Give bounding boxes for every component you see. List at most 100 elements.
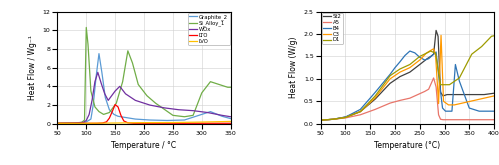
B4 bbox=[412, 52, 418, 54]
Si_Alloy_1 bbox=[72, 122, 78, 124]
Line: LTO: LTO bbox=[57, 105, 231, 123]
B4 bbox=[417, 56, 423, 58]
LTO bbox=[112, 104, 118, 106]
WOx bbox=[123, 93, 129, 95]
D1 bbox=[357, 111, 363, 113]
C3 bbox=[446, 104, 452, 106]
B4 bbox=[437, 82, 443, 84]
LVO bbox=[228, 120, 234, 122]
X-axis label: Temperature / °C: Temperature / °C bbox=[111, 141, 177, 150]
LVO bbox=[170, 122, 176, 124]
Si_Alloy_1 bbox=[79, 121, 85, 123]
C3 bbox=[436, 103, 442, 105]
A5 bbox=[417, 93, 423, 95]
C3 bbox=[461, 102, 467, 104]
C3 bbox=[431, 48, 437, 50]
Si_Alloy_1 bbox=[88, 90, 94, 92]
A5 bbox=[387, 102, 393, 104]
LTO bbox=[131, 122, 137, 124]
Graphite_2 bbox=[80, 122, 86, 124]
C3 bbox=[438, 34, 444, 36]
WOx bbox=[102, 93, 108, 95]
C3 bbox=[397, 71, 403, 73]
Si_Alloy_1 bbox=[101, 113, 107, 115]
C3 bbox=[417, 59, 423, 61]
Si_Alloy_1 bbox=[225, 86, 231, 88]
WOx bbox=[86, 113, 92, 115]
Si_Alloy_1 bbox=[120, 81, 126, 83]
St2 bbox=[452, 94, 458, 96]
St2 bbox=[357, 111, 363, 113]
LVO bbox=[199, 121, 205, 123]
B4 bbox=[397, 61, 403, 63]
B4 bbox=[443, 110, 449, 112]
WOx bbox=[98, 82, 104, 84]
B4 bbox=[318, 119, 324, 121]
B4 bbox=[426, 58, 432, 60]
St2 bbox=[417, 64, 423, 66]
Line: St2: St2 bbox=[321, 30, 494, 120]
C3 bbox=[372, 97, 378, 99]
St2 bbox=[433, 29, 439, 31]
C3 bbox=[330, 118, 336, 120]
LTO bbox=[75, 122, 81, 124]
Y-axis label: Heat Flow / Wg⁻¹: Heat Flow / Wg⁻¹ bbox=[28, 35, 37, 100]
B4 bbox=[422, 59, 428, 61]
St2 bbox=[330, 118, 336, 120]
Si_Alloy_1 bbox=[125, 50, 131, 52]
D1 bbox=[438, 84, 444, 86]
D1 bbox=[457, 77, 463, 79]
Si_Alloy_1 bbox=[208, 81, 214, 83]
B4 bbox=[466, 107, 472, 109]
LTO bbox=[94, 122, 100, 124]
Si_Alloy_1 bbox=[85, 43, 91, 45]
St2 bbox=[491, 92, 497, 94]
St2 bbox=[440, 95, 446, 97]
St2 bbox=[444, 94, 450, 96]
Si_Alloy_1 bbox=[199, 92, 205, 94]
Si_Alloy_1 bbox=[144, 95, 150, 97]
C3 bbox=[423, 52, 429, 54]
D1 bbox=[469, 53, 475, 55]
D1 bbox=[318, 119, 324, 121]
WOx bbox=[161, 107, 167, 109]
B4 bbox=[440, 107, 446, 109]
B4 bbox=[407, 50, 413, 52]
Si_Alloy_1 bbox=[216, 83, 222, 85]
Si_Alloy_1 bbox=[170, 114, 176, 116]
Line: B4: B4 bbox=[321, 51, 494, 120]
Graphite_2 bbox=[219, 115, 225, 117]
LVO bbox=[83, 122, 89, 124]
WOx bbox=[219, 114, 225, 116]
A5 bbox=[440, 119, 446, 121]
LVO bbox=[112, 122, 118, 124]
D1 bbox=[447, 84, 453, 86]
Si_Alloy_1 bbox=[81, 119, 87, 121]
A5 bbox=[433, 86, 439, 88]
X-axis label: Temperature (°C): Temperature (°C) bbox=[374, 141, 441, 150]
LTO bbox=[99, 122, 105, 124]
Graphite_2 bbox=[132, 118, 138, 120]
Line: Si_Alloy_1: Si_Alloy_1 bbox=[57, 27, 231, 123]
LTO bbox=[210, 122, 216, 124]
Graphite_2 bbox=[96, 53, 102, 55]
WOx bbox=[83, 119, 89, 121]
Graphite_2 bbox=[111, 113, 117, 115]
Graphite_2 bbox=[121, 116, 127, 118]
St2 bbox=[407, 71, 413, 73]
Legend: Graphite_2, Si_Alloy_1, WOx, LTO, LVO: Graphite_2, Si_Alloy_1, WOx, LTO, LVO bbox=[188, 13, 230, 45]
Graphite_2 bbox=[106, 109, 112, 111]
A5 bbox=[422, 90, 428, 92]
A5 bbox=[447, 119, 453, 121]
WOx bbox=[117, 85, 123, 87]
St2 bbox=[471, 94, 477, 96]
Si_Alloy_1 bbox=[135, 83, 141, 85]
LVO bbox=[54, 122, 60, 124]
WOx bbox=[109, 95, 115, 97]
C3 bbox=[433, 55, 439, 57]
B4 bbox=[392, 67, 398, 69]
B4 bbox=[330, 118, 336, 120]
C3 bbox=[342, 116, 348, 118]
LTO bbox=[86, 122, 92, 124]
C3 bbox=[452, 104, 458, 106]
